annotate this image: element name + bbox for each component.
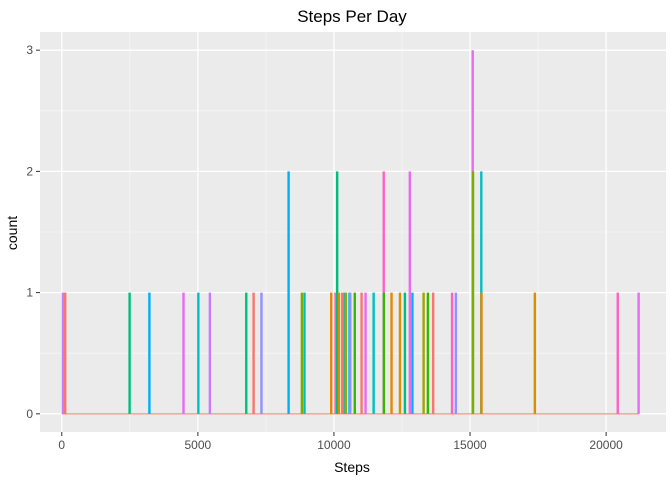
histogram-bar: [353, 292, 356, 414]
histogram-bar: [454, 292, 458, 414]
histogram-bar: [431, 292, 435, 414]
x-tick-label: 5000: [185, 438, 212, 452]
histogram-bar: [403, 292, 407, 414]
x-axis-title: Steps: [334, 459, 370, 475]
histogram-bar: [480, 292, 483, 414]
histogram-bar: [360, 292, 363, 414]
histogram-bar: [637, 292, 640, 414]
y-axis-title: count: [4, 216, 20, 250]
histogram-bar: [61, 292, 65, 414]
histogram-bar: [533, 292, 537, 414]
histogram-bar: [616, 292, 619, 414]
histogram-bar: [411, 292, 414, 414]
histogram-bars: [61, 50, 640, 414]
histogram-bar: [334, 292, 337, 414]
y-axis: 0 1 2 3: [26, 43, 40, 421]
histogram-bar: [128, 292, 131, 414]
histogram-bar: [450, 292, 454, 414]
histogram-bar: [287, 171, 290, 414]
histogram-bar: [252, 292, 255, 414]
histogram-bar: [64, 292, 67, 414]
histogram-bar: [148, 292, 151, 414]
y-tick-label: 0: [26, 407, 33, 421]
x-tick-label: 15000: [453, 438, 487, 452]
x-tick-label: 0: [58, 438, 65, 452]
histogram-bar: [330, 292, 333, 414]
histogram-bar: [260, 292, 263, 414]
x-axis: 0 5000 10000 15000 20000: [58, 432, 623, 452]
y-tick-label: 2: [26, 164, 33, 178]
histogram-bar: [197, 292, 200, 414]
histogram-bar: [349, 292, 352, 414]
histogram-bar: [364, 292, 367, 414]
histogram-bar: [335, 171, 339, 414]
x-tick-label: 20000: [589, 438, 623, 452]
histogram-bar: [341, 292, 344, 414]
histogram-bar: [471, 171, 475, 414]
histogram-bar: [245, 292, 248, 414]
histogram-bar: [300, 292, 304, 414]
histogram-bar: [382, 292, 386, 414]
histogram-bar: [390, 292, 393, 414]
minor-gridlines: [40, 32, 666, 432]
x-tick-label: 10000: [317, 438, 351, 452]
histogram-bar: [182, 292, 185, 414]
histogram-bar: [372, 292, 375, 414]
histogram-bar: [398, 292, 402, 414]
histogram-bar: [344, 292, 348, 414]
histogram-bar: [337, 292, 341, 414]
chart-title: Steps Per Day: [297, 7, 407, 26]
histogram-bar: [303, 292, 306, 414]
histogram-bar: [208, 292, 212, 414]
y-tick-label: 1: [26, 286, 33, 300]
histogram-bar: [408, 171, 412, 414]
histogram-bar: [422, 292, 425, 414]
histogram-bar: [426, 292, 430, 414]
y-tick-label: 3: [26, 43, 33, 57]
